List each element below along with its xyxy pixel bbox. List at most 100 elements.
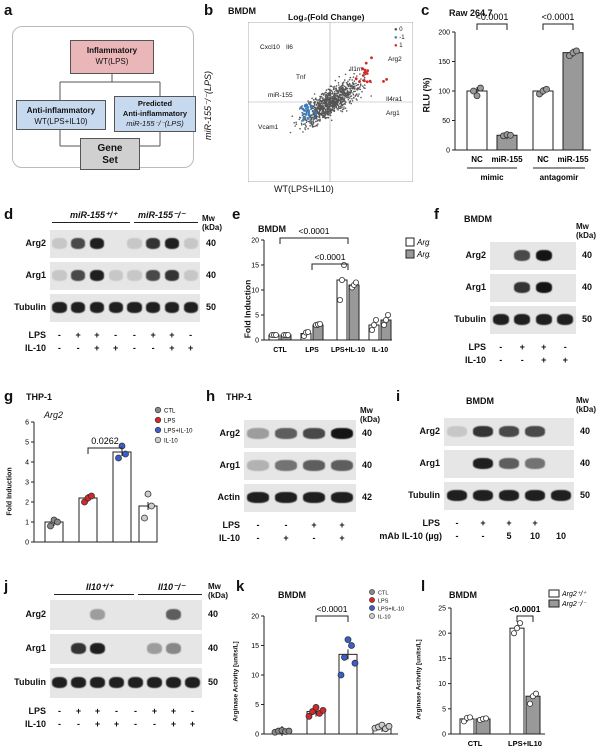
mw-value: 40 [208, 643, 219, 653]
panel-label: e [232, 206, 241, 223]
scatter-point [322, 113, 325, 115]
scatter-point [358, 88, 360, 90]
blot-band [183, 270, 198, 282]
mw-value: 40 [362, 428, 373, 438]
scatter-point [335, 97, 338, 100]
scatter-point [318, 116, 321, 119]
scatter-point [353, 90, 355, 93]
scatter-point [289, 131, 292, 134]
scatter-point [321, 111, 323, 114]
panel-tag: BMDM [228, 6, 256, 16]
legend-swatch [548, 599, 560, 608]
scatter-point [333, 109, 336, 112]
scatter-point-down [314, 112, 318, 116]
scatter-point [347, 84, 349, 86]
scatter-point [295, 123, 298, 125]
legend-label: LPS [164, 419, 175, 425]
blot-row-label: Arg1 [25, 270, 46, 280]
scatter-point [345, 86, 347, 89]
scatter-point [305, 121, 308, 123]
data-point [337, 671, 345, 679]
mw-value: 40 [362, 460, 373, 470]
scatter-point [307, 127, 309, 130]
scatter-point [332, 104, 334, 106]
treatment-sign: - [499, 355, 503, 365]
scatter-point [332, 86, 334, 88]
chart-k: 0 5 10 15 20 <0.0001 CTL LPS LPS+IL-10 IL-10 [251, 589, 404, 739]
treatment-sign: - [191, 706, 194, 716]
scatter-point [344, 93, 347, 96]
treatment-sign: 5 [506, 531, 512, 541]
scatter-point [325, 101, 327, 104]
data-point [507, 131, 514, 139]
scatter-point [337, 84, 340, 86]
scatter-point [334, 106, 336, 109]
legend-label: Arg1 [416, 238, 430, 247]
legend-item: ● 1 [394, 43, 403, 49]
scatter-point [331, 106, 334, 109]
panel-label: c [421, 2, 430, 19]
scatter-point [339, 100, 342, 103]
panel-k: k BMDM Arginase Activity [units/L] 0 5 10 1… [230, 570, 415, 749]
scatter-point [337, 106, 340, 108]
scatter-point [338, 87, 341, 90]
treatment-sign: - [114, 330, 118, 340]
treatment-sign: + [311, 520, 317, 530]
blot-row-label: Actin [217, 492, 241, 502]
gene-label: Arg1 [386, 110, 400, 117]
x-tick-label: IL-10 [372, 347, 388, 354]
scatter-point [351, 84, 353, 87]
scatter-point [315, 124, 318, 127]
scatter-point-up [354, 77, 358, 81]
treatment-label: LPS [468, 342, 486, 352]
x-tick-label: LPS+IL-10 [331, 347, 365, 354]
chart-c: 0 50 100 150 200 NC miR-155 NC miR-155 <0.0001 <0.… [438, 12, 591, 182]
scatter-point [353, 96, 355, 99]
treatment-label: LPS [422, 518, 440, 528]
scatter-point [317, 115, 319, 118]
gene-label: Gene [97, 143, 123, 154]
scatter-point [320, 106, 323, 109]
blot-band [164, 302, 179, 314]
y-tick-label: 10 [251, 673, 259, 680]
blot-row-label: Arg1 [219, 460, 240, 470]
blot-band [275, 492, 297, 504]
y-tick-label: 5 [255, 702, 259, 709]
scatter-point [355, 84, 357, 87]
scatter-point-down [306, 117, 310, 120]
scatter-point [340, 98, 342, 100]
treatment-sign: - [312, 533, 316, 543]
data-point [344, 636, 352, 643]
volcano-title: Log₂(Fold Change) [288, 12, 365, 22]
blot-band [185, 677, 200, 689]
scatter-point [324, 91, 326, 94]
scatter-point [337, 95, 339, 98]
scatter-point [359, 73, 361, 75]
treatment-sign: - [520, 355, 524, 365]
scatter-point [312, 107, 314, 110]
scatter-point [322, 107, 325, 110]
treatment-sign: + [150, 330, 156, 340]
blot-band [164, 238, 179, 250]
scatter-point [329, 103, 331, 105]
mw-header: Mw (kDa) [576, 222, 597, 240]
scatter-point [347, 99, 350, 101]
scatter-point [336, 107, 338, 110]
blot-band [303, 460, 325, 472]
scatter-point [353, 83, 355, 85]
anti-box: Anti-inflammatory WT(LPS+IL10) [16, 100, 106, 130]
scatter-point [329, 91, 331, 93]
sig-bracket [87, 447, 123, 454]
treatment-sign: - [115, 706, 118, 716]
treatment-label: mAb IL-10 (µg) [379, 531, 442, 541]
x-tick-label: miR-155 [557, 155, 589, 164]
blot-band [525, 490, 545, 502]
scatter-point [331, 96, 334, 99]
scatter-point [329, 85, 332, 87]
data-point [312, 704, 320, 711]
gene-label: Il1rn [350, 66, 363, 73]
scatter-point [329, 109, 331, 111]
scatter-point [336, 89, 339, 92]
scatter-point [338, 75, 340, 78]
blot-band [514, 250, 531, 262]
